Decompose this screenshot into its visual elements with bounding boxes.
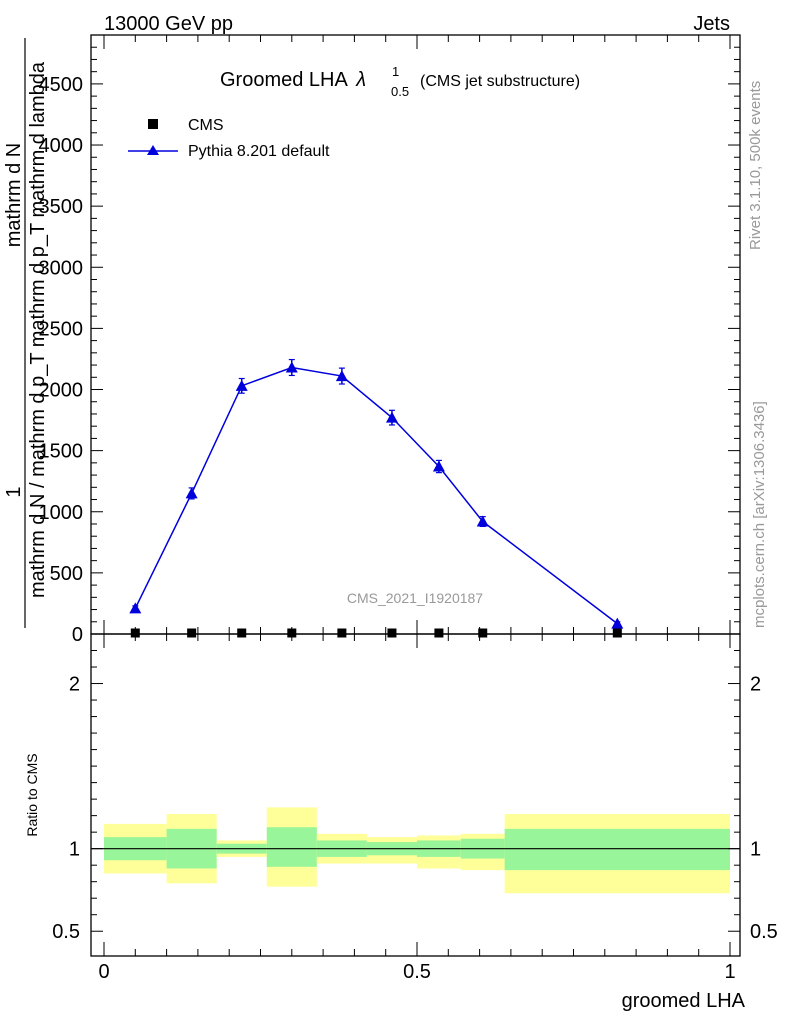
ratio-ytick-label-right-0: 0.5 [750, 921, 778, 943]
chart-title-suffix: (CMS jet substructure) [420, 73, 580, 90]
main-ytick-label-1: 500 [50, 563, 83, 585]
chart-title-symbol: λ [355, 69, 366, 91]
point-cms-0 [130, 628, 140, 638]
point-cms-8 [612, 628, 622, 638]
xtick-label-0: 0 [98, 961, 109, 983]
point-cms-7 [478, 628, 488, 638]
ylabel-numerator: mathrm d N [3, 143, 25, 247]
ratio-ytick-label-left-0: 0.5 [52, 921, 80, 943]
point-pythia-2 [235, 379, 248, 391]
mcplots-text: mcplots.cern.ch [arXiv:1306.3436] [751, 401, 768, 628]
main-ytick-label-8: 4000 [39, 135, 84, 157]
chart-title-sub: 0.5 [391, 84, 409, 99]
ratio-ytick-label-right-2: 2 [750, 674, 761, 696]
rivet-version-text: Rivet 3.1.10, 500k events [747, 81, 764, 250]
legend-label-cms: CMS [188, 117, 224, 134]
axes: 0 500 1000 1500 2000 2500 3000 3500 4000 4500 0 0.5… [39, 35, 778, 983]
legend-marker-cms [148, 119, 158, 129]
xtick-label-2: 1 [724, 961, 735, 983]
ylabel-one: 1 [3, 486, 25, 497]
series-layer [129, 358, 624, 638]
main-ytick-label-2: 1000 [39, 502, 84, 524]
xtick-label-1: 0.5 [403, 961, 431, 983]
point-pythia-5 [385, 411, 398, 423]
point-cms-5 [387, 628, 397, 638]
main-ytick-label-0: 0 [72, 624, 83, 646]
main-ylabel: 1 mathrm d N mathrm d N / mathrm d p_T m… [3, 38, 49, 628]
point-pythia-7 [476, 515, 489, 527]
legend-marker-pythia [147, 145, 159, 155]
point-cms-1 [187, 628, 197, 638]
point-pythia-6 [432, 460, 445, 472]
header-left: 13000 GeV pp [104, 13, 233, 35]
ratio-ylabel: Ratio to CMS [24, 753, 40, 836]
main-ytick-label-5: 2500 [39, 318, 84, 340]
main-ytick-label-3: 1500 [39, 441, 84, 463]
chart-title-main: Groomed LHA [220, 69, 348, 91]
point-pythia-0 [129, 602, 142, 614]
ratio-band-inner-8 [504, 828, 730, 871]
ratio-bands [91, 807, 740, 894]
main-ytick-label-9: 4500 [39, 74, 84, 96]
point-pythia-4 [335, 370, 348, 382]
chart-title: Groomed LHA λ [220, 69, 366, 91]
xlabel: groomed LHA [622, 990, 746, 1012]
ylabel-denominator: mathrm d N / mathrm d p_T mathrm d p_T m… [27, 61, 49, 598]
ratio-ytick-label-right-1: 1 [750, 839, 761, 861]
header-right: Jets [693, 13, 730, 35]
watermark: CMS_2021_I1920187 [347, 590, 483, 606]
series-line-pythia [134, 366, 618, 625]
point-cms-6 [434, 628, 444, 638]
main-ytick-label-4: 2000 [39, 380, 84, 402]
point-pythia-3 [285, 361, 298, 373]
legend-label-pythia: Pythia 8.201 default [188, 143, 330, 160]
point-pythia-8 [611, 617, 624, 629]
ratio-ytick-label-left-2: 2 [69, 674, 80, 696]
ratio-ytick-label-left-1: 1 [69, 839, 80, 861]
main-ytick-label-6: 3000 [39, 257, 84, 279]
point-cms-4 [337, 628, 347, 638]
ratio-plot-frame [90, 633, 741, 957]
chart-title-sup: 1 [392, 64, 399, 79]
legend: CMS Pythia 8.201 default [128, 117, 330, 160]
point-cms-2 [237, 628, 247, 638]
point-cms-3 [287, 628, 297, 638]
ratio-band-inner-3 [266, 827, 317, 867]
point-pythia-1 [185, 487, 198, 499]
main-ytick-label-7: 3500 [39, 196, 84, 218]
